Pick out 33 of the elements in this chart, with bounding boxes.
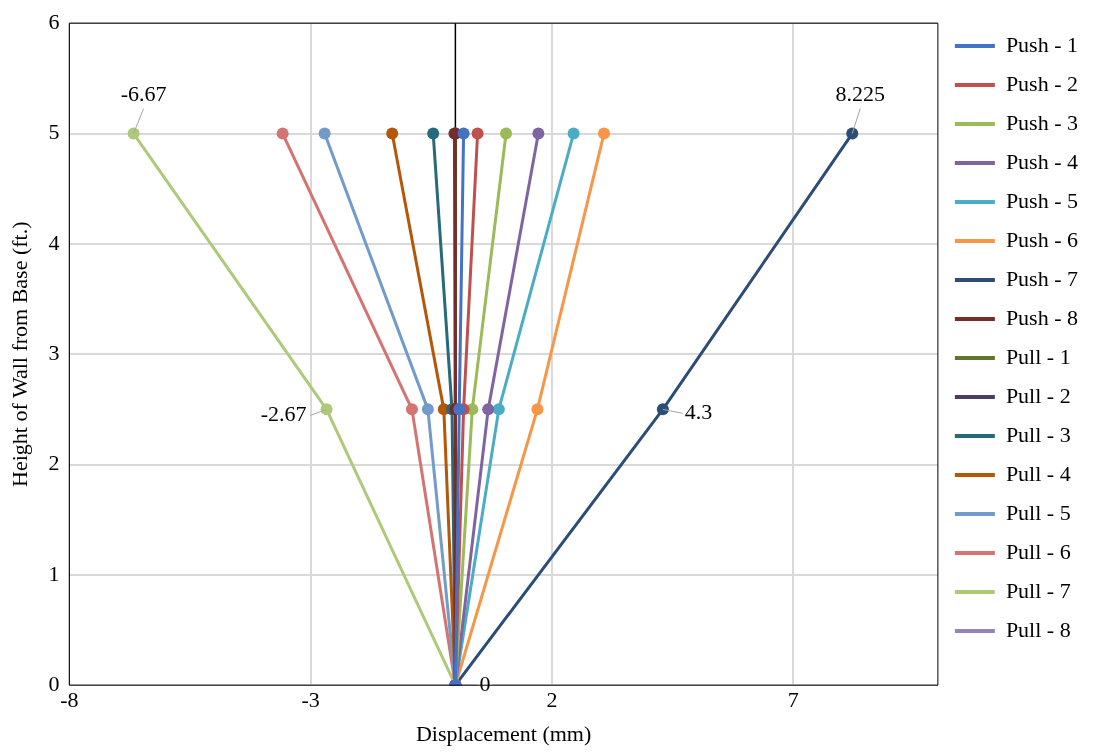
y-tick-label: 6: [48, 8, 60, 34]
legend-label: Push - 6: [1005, 226, 1078, 252]
x-tick-label: 2: [546, 687, 558, 713]
legend-label: Push - 4: [1005, 148, 1078, 174]
annotation: 8.225: [835, 81, 885, 107]
legend-label: Pull - 5: [1005, 499, 1071, 525]
annotation: -6.67: [120, 81, 167, 107]
legend-label: Pull - 3: [1005, 421, 1071, 447]
legend-label: Pull - 8: [1005, 616, 1071, 642]
x-tick-label: 7: [787, 687, 799, 713]
legend-label: Pull - 7: [1005, 577, 1071, 603]
legend-label: Pull - 1: [1005, 343, 1071, 369]
legend-label: Pull - 6: [1005, 538, 1071, 564]
legend-label: Push - 7: [1005, 265, 1078, 291]
legend-label: Push - 5: [1005, 187, 1078, 213]
y-tick-label: 2: [48, 450, 60, 476]
y-axis-title: Height of Wall from Base (ft.): [6, 221, 32, 487]
legend-label: Push - 3: [1005, 109, 1078, 135]
legend-label: Pull - 2: [1005, 382, 1071, 408]
x-tick-label: -8: [60, 687, 79, 713]
x-axis-title: Displacement (mm): [415, 720, 592, 746]
legend-label: Push - 2: [1005, 70, 1078, 96]
legend-label: Push - 8: [1005, 304, 1078, 330]
y-tick-label: 0: [48, 670, 60, 696]
annotation: 4.3: [684, 399, 713, 425]
x-tick-label: -3: [301, 687, 320, 713]
annotation: -2.67: [260, 401, 307, 427]
y-tick-label: 5: [48, 119, 60, 145]
y-tick-label: 1: [48, 560, 60, 586]
y-tick-label: 3: [48, 339, 60, 365]
legend-label: Push - 1: [1005, 31, 1078, 57]
legend-label: Pull - 4: [1005, 460, 1071, 486]
y-tick-label: 4: [48, 229, 60, 255]
